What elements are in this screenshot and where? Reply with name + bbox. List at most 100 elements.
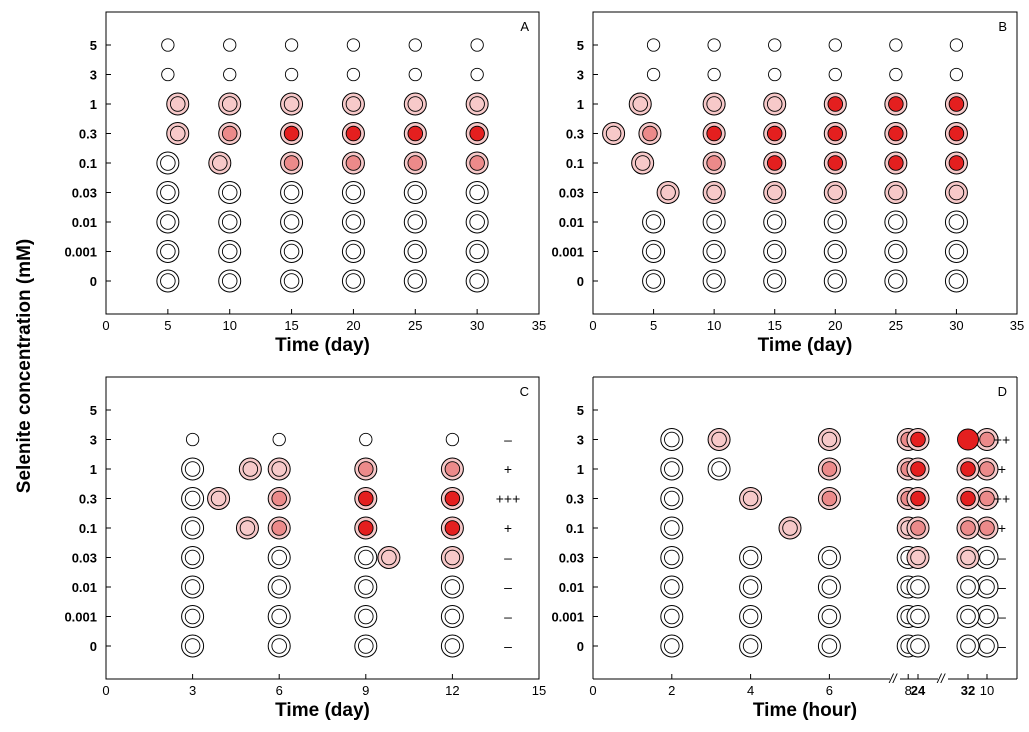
data-point [358,549,374,566]
data-point [184,520,201,536]
data-point [742,490,759,507]
y-tick-label: 1 [577,462,584,477]
data-point [444,490,461,507]
panel-c: C 5 3 1 0.3 0.1 0.03 0.01 0.001 0 0 3 6 9 12 15 Time (da… [64,376,546,721]
data-point [184,461,201,477]
x-axis-label: Time (day) [275,700,370,721]
x-tick-label: 6 [826,683,833,698]
data-point [283,125,300,142]
data-point [827,243,844,260]
data-point [160,184,176,201]
x-tick-label: 15 [284,318,298,333]
y-tick-label: 0 [90,274,97,289]
data-point [766,125,783,142]
data-point [358,608,374,625]
data-point [888,243,904,260]
data-point [910,549,926,566]
x-tick-label: 0 [589,683,596,698]
y-tick-label: 0.1 [566,156,584,171]
data-point [407,184,424,201]
x-tick-label: 0 [102,683,109,698]
data-point [979,638,995,654]
data-point [827,155,844,171]
y-tick-label: 0.01 [559,580,584,595]
y-tick-label: 0.01 [72,580,97,595]
score-label: – [504,432,512,448]
score-label: – [504,638,512,654]
panel-label: C [520,384,529,399]
data-point [960,461,976,477]
data-point [271,520,287,536]
data-point [221,125,238,142]
data-point [184,549,201,566]
data-point [444,549,461,566]
y-tick-label: 0 [577,274,584,289]
score-label: + [504,520,512,536]
data-point [634,155,651,171]
data-point [645,214,662,230]
data-point [223,67,237,82]
data-point [160,273,176,289]
data-point [283,96,300,112]
x-tick-label: 25 [408,318,422,333]
score-label: ++ [994,491,1010,507]
data-point [706,184,722,201]
data-point [889,67,903,82]
data-point [664,490,680,507]
data-point [212,155,228,171]
data-point [742,579,759,595]
data-point [632,96,648,112]
data-point [210,490,227,507]
score-label: – [504,579,512,595]
data-point [271,461,287,477]
axis-break-mark: // [888,671,898,686]
data-point [827,184,844,201]
y-tick-label: 5 [90,403,97,418]
x-tick-label: 15 [532,683,546,698]
data-point [960,490,976,507]
data-point [664,520,680,536]
data-point [706,96,722,112]
data-point [160,243,176,260]
data-point [960,608,976,625]
x-tick-label: 24 [911,683,926,698]
data-point [645,243,662,260]
x-axis-label: Time (day) [275,335,370,356]
y-tick-label: 5 [577,403,584,418]
data-point [742,549,759,566]
data-point [469,125,485,142]
data-point [407,243,424,260]
data-point [979,520,995,536]
y-tick-label: 1 [577,97,584,112]
data-point [408,67,422,82]
data-point [888,125,904,142]
x-tick-label: 30 [470,318,484,333]
data-point [271,490,287,507]
y-tick-label: 3 [90,68,97,83]
data-point [160,214,176,230]
data-point [223,38,237,52]
data-point [910,608,926,625]
data-point [706,155,722,171]
data-point [949,38,964,52]
data-point [910,461,926,477]
data-point [766,96,783,112]
y-tick-label: 5 [577,38,584,53]
data-point [407,96,424,112]
data-point [821,431,838,448]
y-tick-label: 0.03 [559,551,584,566]
data-point [910,638,926,654]
y-tick-label: 3 [577,68,584,83]
data-point [605,125,622,142]
x-tick-label: 35 [532,318,546,333]
data-point [766,214,783,230]
x-tick-label: 0 [589,318,596,333]
panel-label: D [998,384,1007,399]
y-tick-label: 0.1 [79,156,97,171]
data-point [957,428,979,451]
data-point [766,184,783,201]
data-point [242,461,259,477]
data-point [358,461,374,477]
data-point [345,273,362,289]
data-point [948,273,965,289]
